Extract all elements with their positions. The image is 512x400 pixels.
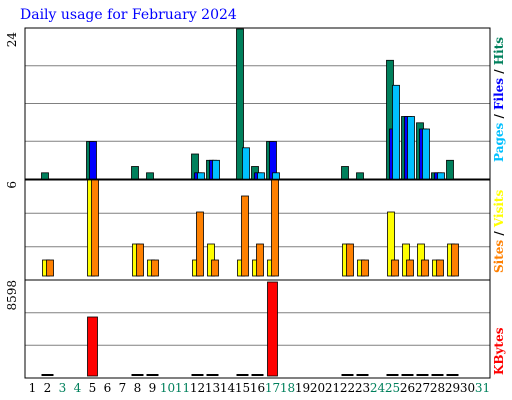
hits-bar-day-23 bbox=[356, 172, 364, 180]
day-label-12: 12 bbox=[190, 381, 205, 395]
sites-bar-day-5 bbox=[91, 179, 99, 277]
day-label-25: 25 bbox=[385, 381, 400, 395]
sites-bar-day-8 bbox=[136, 243, 144, 277]
legend-sites: Sites bbox=[492, 240, 506, 273]
legend-pages: Pages bbox=[492, 122, 506, 162]
pages-bar-day-17 bbox=[272, 172, 280, 180]
day-label-1: 1 bbox=[29, 381, 37, 395]
sites-bar-day-15 bbox=[241, 195, 249, 277]
day-label-19: 19 bbox=[295, 381, 310, 395]
day-label-11: 11 bbox=[175, 381, 190, 395]
legend-visits: Visits bbox=[492, 190, 506, 229]
sites-bar-day-26 bbox=[406, 259, 414, 277]
sites-bar-day-17 bbox=[271, 179, 279, 277]
sites-bar-day-2 bbox=[46, 259, 54, 277]
sites-bar-day-23 bbox=[361, 259, 369, 277]
day-label-17: 17 bbox=[265, 381, 280, 395]
day-label-23: 23 bbox=[355, 381, 370, 395]
day-label-5: 5 bbox=[89, 381, 97, 395]
pages-bar-day-26 bbox=[407, 116, 415, 180]
files-bar-day-5 bbox=[89, 141, 97, 180]
sites-bar-day-9 bbox=[151, 259, 159, 277]
kbytes-panel bbox=[24, 279, 491, 379]
top-legend: Pages / Files / Hits bbox=[492, 37, 506, 162]
legend-separator-3: / bbox=[492, 231, 506, 236]
legend-separator-2: / bbox=[492, 69, 506, 74]
day-label-2: 2 bbox=[44, 381, 52, 395]
pages-bar-day-28 bbox=[437, 172, 445, 180]
pages-bar-day-13 bbox=[212, 159, 220, 180]
sites-bar-day-29 bbox=[451, 243, 459, 277]
visits-bar-day-25 bbox=[387, 211, 395, 277]
day-label-30: 30 bbox=[460, 381, 475, 395]
pages-bar-day-12 bbox=[197, 172, 205, 180]
hits-bar-day-8 bbox=[131, 166, 139, 180]
middle-legend: Sites / Visits bbox=[492, 190, 506, 273]
pages-bar-day-16 bbox=[257, 172, 265, 180]
sites-bar-day-27 bbox=[421, 259, 429, 277]
day-label-7: 7 bbox=[119, 381, 127, 395]
kbytes-bar-day-5 bbox=[87, 316, 98, 377]
sites-bar-day-25 bbox=[391, 259, 399, 277]
legend-separator-1: / bbox=[492, 114, 506, 119]
day-label-24: 24 bbox=[370, 381, 386, 395]
day-label-16: 16 bbox=[250, 381, 265, 395]
day-label-6: 6 bbox=[104, 381, 112, 395]
legend-files: Files bbox=[492, 78, 506, 110]
day-label-18: 18 bbox=[280, 381, 295, 395]
sites-bar-day-12 bbox=[196, 211, 204, 277]
day-label-26: 26 bbox=[400, 381, 415, 395]
top-y-max-label: 24 bbox=[5, 32, 19, 48]
sites-bar-day-28 bbox=[436, 259, 444, 277]
day-label-29: 29 bbox=[445, 381, 460, 395]
bottom-y-max-label: 8598 bbox=[5, 280, 19, 311]
hits-files-pages-panel bbox=[24, 27, 491, 180]
hits-bar-day-29 bbox=[446, 159, 454, 180]
day-label-9: 9 bbox=[149, 381, 157, 395]
day-label-28: 28 bbox=[430, 381, 445, 395]
day-label-4: 4 bbox=[74, 381, 82, 395]
day-label-13: 13 bbox=[205, 381, 220, 395]
hits-bar-day-15 bbox=[236, 28, 244, 180]
hits-bar-day-22 bbox=[341, 166, 349, 180]
pages-bar-day-15 bbox=[242, 147, 250, 180]
day-label-15: 15 bbox=[235, 381, 250, 395]
middle-y-max-label: 6 bbox=[5, 181, 19, 189]
day-label-22: 22 bbox=[340, 381, 355, 395]
pages-bar-day-25 bbox=[392, 84, 400, 180]
sites-bar-day-16 bbox=[256, 243, 264, 277]
day-label-31: 31 bbox=[475, 381, 490, 395]
chart-title: Daily usage for February 2024 bbox=[20, 7, 237, 23]
day-label-14: 14 bbox=[220, 381, 236, 395]
legend-hits: Hits bbox=[492, 37, 506, 65]
day-label-3: 3 bbox=[59, 381, 67, 395]
sites-bar-day-13 bbox=[211, 259, 219, 277]
bottom-panel-frame bbox=[24, 279, 491, 379]
pages-bar-day-27 bbox=[422, 128, 430, 180]
day-axis: 1 2 3 4 5 6 7 8 9 10 11 12 13 14 15 16 17 18 19 20 21 22 23 24 2… bbox=[29, 381, 490, 395]
day-label-21: 21 bbox=[325, 381, 340, 395]
legend-kbytes: KBytes bbox=[492, 327, 506, 375]
hits-bar-day-2 bbox=[41, 172, 49, 180]
day-label-27: 27 bbox=[415, 381, 430, 395]
visits-sites-panel bbox=[24, 179, 491, 281]
sites-bar-day-22 bbox=[346, 243, 354, 277]
bottom-legend: KBytes bbox=[492, 327, 506, 375]
kbytes-bar-day-17 bbox=[267, 281, 278, 377]
day-label-10: 10 bbox=[160, 381, 175, 395]
hits-bar-day-9 bbox=[146, 172, 154, 180]
day-label-8: 8 bbox=[134, 381, 142, 395]
day-label-20: 20 bbox=[310, 381, 325, 395]
